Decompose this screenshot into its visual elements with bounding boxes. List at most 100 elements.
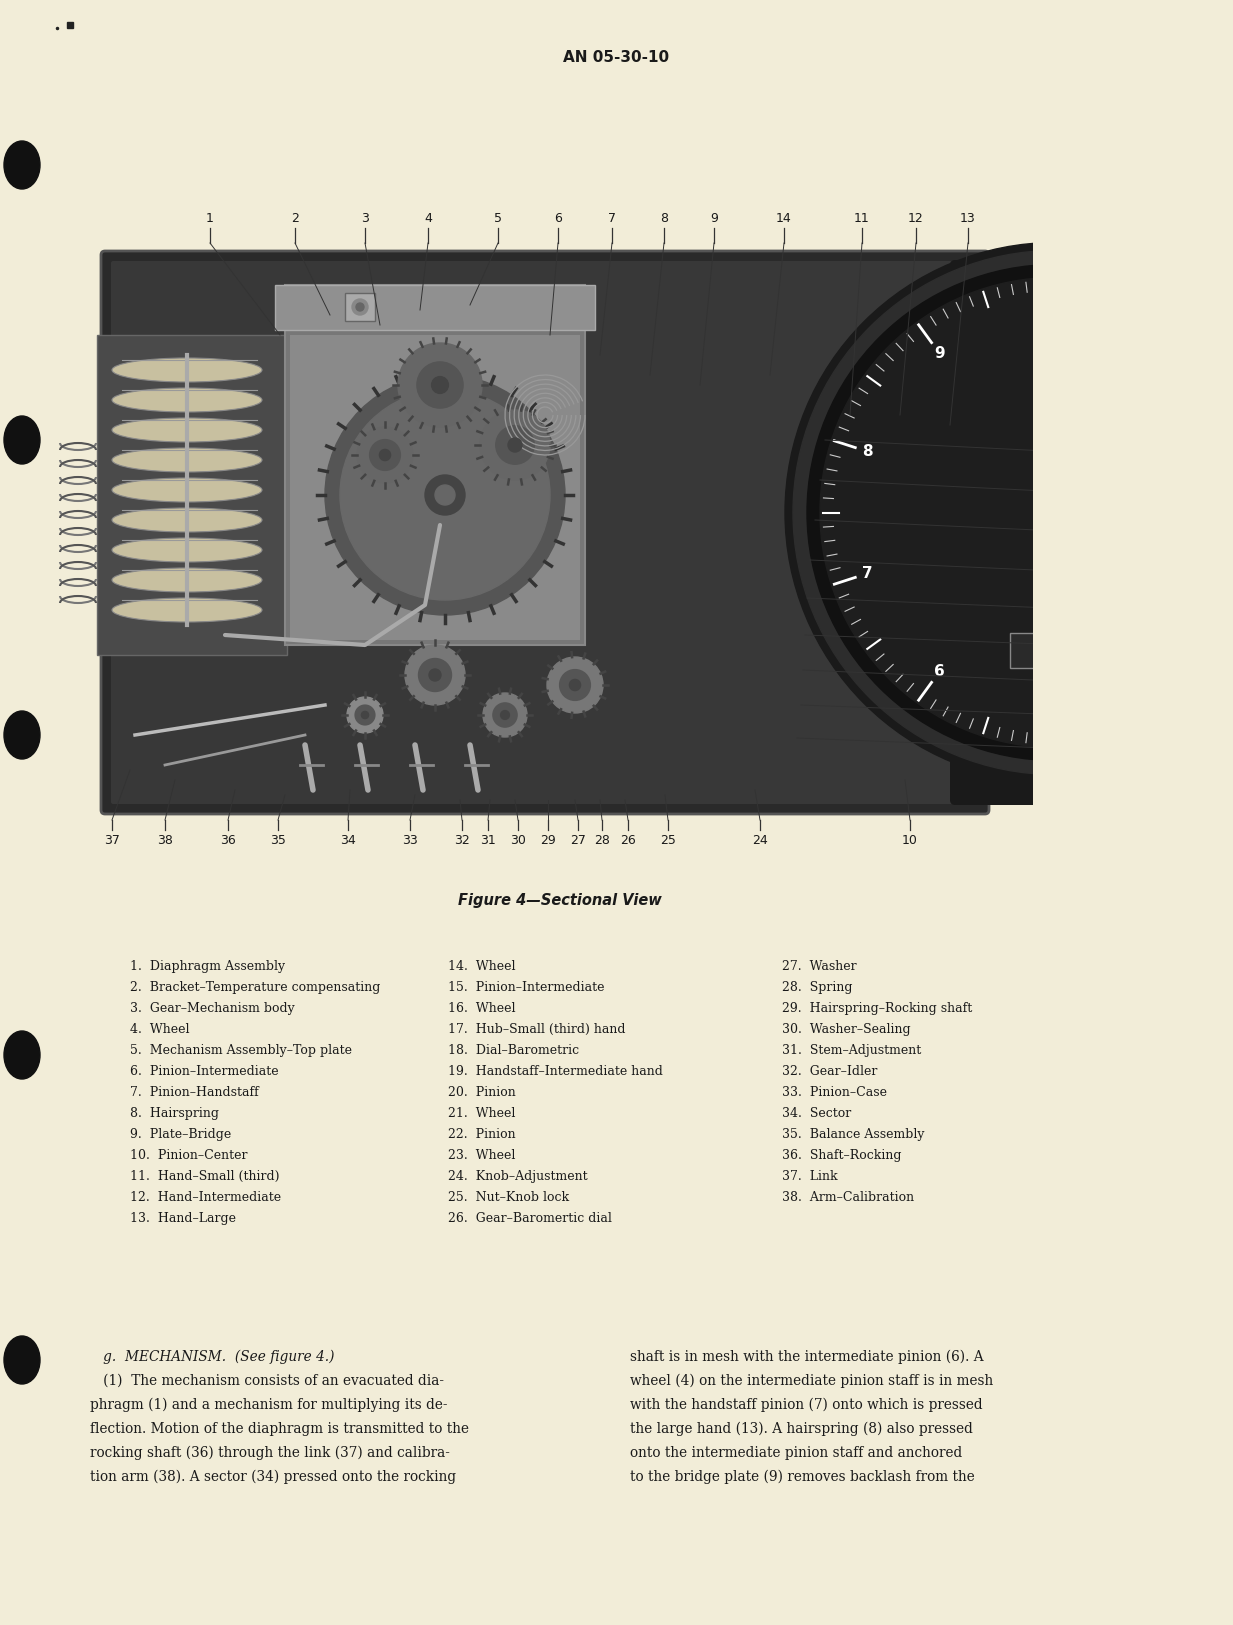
Text: 34: 34 [340,834,356,847]
Circle shape [508,439,522,452]
Text: 33: 33 [402,834,418,847]
Text: 2.  Bracket–Temperature compensating: 2. Bracket–Temperature compensating [129,982,380,994]
Text: 25.  Nut–Knob lock: 25. Nut–Knob lock [448,1191,570,1204]
Text: 0: 0 [1049,309,1060,323]
Text: 18.  Dial–Barometric: 18. Dial–Barometric [448,1043,580,1056]
Ellipse shape [4,141,39,189]
Text: 12.  Hand–Intermediate: 12. Hand–Intermediate [129,1191,281,1204]
Circle shape [358,427,413,483]
Circle shape [370,440,401,470]
Text: 5: 5 [1049,702,1060,717]
Circle shape [560,670,591,700]
Ellipse shape [112,569,261,592]
Text: 31: 31 [480,834,496,847]
Circle shape [496,426,534,465]
Text: 13.  Hand–Large: 13. Hand–Large [129,1212,236,1225]
Text: 7.  Pinion–Handstaff: 7. Pinion–Handstaff [129,1086,259,1098]
Text: (1)  The mechanism consists of an evacuated dia-: (1) The mechanism consists of an evacuat… [90,1375,444,1388]
Text: 16.  Wheel: 16. Wheel [448,1003,515,1016]
Text: 33.  Pinion–Case: 33. Pinion–Case [782,1086,887,1098]
Text: 11.  Hand–Small (third): 11. Hand–Small (third) [129,1170,280,1183]
Text: 4.  Wheel: 4. Wheel [129,1024,190,1037]
Bar [97,335,287,655]
Text: 34.  Sector: 34. Sector [782,1107,851,1120]
Text: 22.  Pinion: 22. Pinion [448,1128,515,1141]
Text: 24.  Knob–Adjustment: 24. Knob–Adjustment [448,1170,588,1183]
Text: onto the intermediate pinion staff and anchored: onto the intermediate pinion staff and a… [630,1446,962,1459]
Circle shape [346,697,383,733]
Circle shape [340,390,550,600]
Circle shape [785,242,1233,783]
Text: 9: 9 [933,346,944,361]
Ellipse shape [112,418,261,442]
Circle shape [429,670,441,681]
Text: —20: —20 [1168,642,1196,655]
Ellipse shape [112,538,261,562]
Circle shape [361,712,369,718]
Text: phragm (1) and a mechanism for multiplying its de-: phragm (1) and a mechanism for multiplyi… [90,1398,448,1412]
Text: 10: 10 [903,834,917,847]
Text: 27: 27 [570,834,586,847]
Text: 32.  Gear–Idler: 32. Gear–Idler [782,1064,878,1077]
Text: 30.  Washer–Sealing: 30. Washer–Sealing [782,1024,911,1037]
Text: Figure 4—Sectional View: Figure 4—Sectional View [459,892,662,907]
Circle shape [404,645,465,705]
Ellipse shape [112,509,261,531]
Text: 5.  Mechanism Assembly–Top plate: 5. Mechanism Assembly–Top plate [129,1043,351,1056]
Circle shape [820,278,1233,748]
Text: 38.  Arm–Calibration: 38. Arm–Calibration [782,1191,914,1204]
Text: 35: 35 [270,834,286,847]
Text: 11: 11 [854,211,869,224]
Circle shape [351,299,367,315]
Bar [1033,0,1233,1625]
Circle shape [501,710,509,720]
Circle shape [547,656,603,713]
Circle shape [432,377,449,393]
Text: 20.  Pinion: 20. Pinion [448,1086,515,1098]
Text: 26.  Gear–Baromertic dial: 26. Gear–Baromertic dial [448,1212,612,1225]
Text: Paragraph 2: Paragraph 2 [1089,55,1185,68]
Text: 15.  Pinion–Intermediate: 15. Pinion–Intermediate [448,982,604,994]
Text: with the handstaff pinion (7) onto which is pressed: with the handstaff pinion (7) onto which… [630,1398,983,1412]
Text: —21: —21 [1168,679,1196,692]
Text: —16: —16 [1168,489,1196,502]
Text: 14.  Wheel: 14. Wheel [448,960,515,973]
Text: 3: 3 [1174,1581,1185,1599]
Circle shape [417,362,464,408]
Bar [1010,632,1100,668]
Text: 35.  Balance Assembly: 35. Balance Assembly [782,1128,925,1141]
Circle shape [1047,504,1063,520]
Text: 2: 2 [291,211,298,224]
Text: —15: —15 [1168,450,1196,463]
Circle shape [480,410,550,479]
Text: shaft is in mesh with the intermediate pinion (6). A: shaft is in mesh with the intermediate p… [630,1350,984,1365]
Circle shape [483,692,526,738]
Text: 300: 300 [1046,645,1064,655]
Text: 29: 29 [540,834,556,847]
Circle shape [398,343,482,427]
Text: —17: —17 [1168,528,1196,541]
Text: 24: 24 [752,834,768,847]
Text: 8: 8 [862,444,873,460]
Text: —19: —19 [1168,606,1196,619]
Text: 1: 1 [206,211,215,224]
Text: 21.  Wheel: 21. Wheel [448,1107,515,1120]
Text: 4: 4 [1165,665,1176,679]
Text: 8: 8 [660,211,668,224]
Text: 1: 1 [1165,346,1176,361]
Text: 25: 25 [660,834,676,847]
Text: 31.  Stem–Adjustment: 31. Stem–Adjustment [782,1043,921,1056]
Text: 28.  Spring: 28. Spring [782,982,852,994]
Text: 9.  Plate–Bridge: 9. Plate–Bridge [129,1128,232,1141]
Text: 6: 6 [933,665,944,679]
Text: 29.  Hairspring–Rocking shaft: 29. Hairspring–Rocking shaft [782,1003,973,1016]
Text: 37.  Link: 37. Link [782,1170,837,1183]
Circle shape [570,679,581,691]
Text: 9: 9 [710,211,718,224]
Text: 1.  Diaphragm Assembly: 1. Diaphragm Assembly [129,960,285,973]
Bar [290,335,580,640]
Ellipse shape [112,598,261,622]
Text: 38: 38 [157,834,173,847]
Text: 3: 3 [361,211,369,224]
Text: —22: —22 [1168,712,1196,725]
